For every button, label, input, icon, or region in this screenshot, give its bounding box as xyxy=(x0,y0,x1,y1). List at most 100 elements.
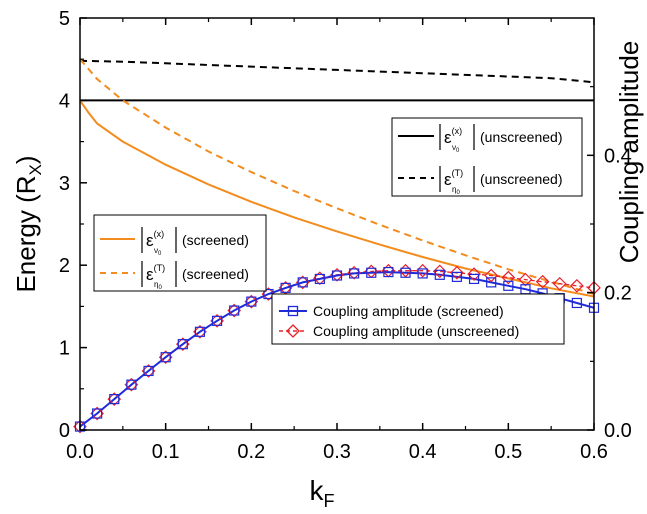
legend-screened-t-prefix: ε xyxy=(146,265,154,284)
x-axis-label-main: k xyxy=(310,475,325,506)
legend-screened-t-sub: η xyxy=(154,280,158,289)
legend-unscreened-box xyxy=(391,117,583,197)
coupling-screened-point xyxy=(297,277,308,288)
legend-screened-t-subscript: η0 xyxy=(154,280,162,291)
legend-unscreened-x-sup: (x) xyxy=(452,126,463,136)
legend-unscreened-x-text: (unscreened) xyxy=(480,129,563,145)
coupling-screened-point xyxy=(177,339,188,350)
coupling-screened-point xyxy=(331,270,343,281)
legend-screened-t-sup: (T) xyxy=(154,263,166,273)
legend-screened-x-text: (screened) xyxy=(182,232,249,248)
coupling-screened-point xyxy=(160,352,171,363)
coupling-unscreened-point xyxy=(467,267,481,281)
legend-screened: ε(x) ν0 (screened) ε(T) η0 (screened) xyxy=(93,214,267,292)
x-axis-ticks: 0.0 0.1 0.2 0.3 0.4 0.5 0.6 xyxy=(66,18,608,463)
y-axis-ticks: 0 1 2 3 4 5 xyxy=(59,8,87,442)
coupling-unscreened-point xyxy=(432,264,447,279)
x-axis-label: kF xyxy=(310,475,335,511)
y-axis-label-main: Energy (R xyxy=(11,175,41,292)
legend-screened-x-subscript: ν0 xyxy=(154,246,162,257)
y-tick-label: 2 xyxy=(59,255,70,277)
legend-unscreened-x-prefix: ε xyxy=(444,128,452,147)
y2-tick-label: 0.4 xyxy=(604,145,632,167)
legend-coupling-unscreened-text: Coupling amplitude (unscreened) xyxy=(313,323,519,339)
coupling-screened-point xyxy=(314,273,325,285)
y-tick-label: 3 xyxy=(59,173,70,195)
legend-unscreened-t-prefix: ε xyxy=(444,170,452,189)
coupling-screened-point xyxy=(417,268,428,279)
x-tick-label: 0.0 xyxy=(66,441,94,463)
legend-unscreened-t-text: (unscreened) xyxy=(480,171,563,187)
coupling-screened-point xyxy=(366,267,377,278)
coupling-screened-point xyxy=(126,379,137,390)
series-coupling-screened-line xyxy=(79,271,595,428)
series-screened-x-line xyxy=(79,99,595,298)
x-tick-label: 0.2 xyxy=(237,441,265,463)
y-axis-label-sub: X xyxy=(26,164,45,175)
coupling-screened-point xyxy=(349,268,360,279)
legend-coupling-unscreened-marker xyxy=(286,324,300,338)
coupling-screened-point xyxy=(246,296,257,307)
coupling-unscreened-point xyxy=(501,270,516,285)
y-axis-label: Energy (RX) xyxy=(11,155,45,292)
legend-unscreened-t-subscript: η0 xyxy=(452,185,460,196)
coupling-unscreened-point xyxy=(552,276,567,291)
y2-axis-ticks: 0.0 0.2 0.4 xyxy=(587,86,632,442)
legend-coupling-box xyxy=(271,293,565,345)
coupling-screened-point xyxy=(451,271,463,282)
legend-unscreened-x-subsub: 0 xyxy=(456,148,460,154)
legend-unscreened-x-subscript: ν0 xyxy=(452,143,460,154)
legend-unscreened-x-symbol: ε(x) xyxy=(444,126,462,147)
coupling-screened-point xyxy=(280,282,291,293)
y-tick-label: 0 xyxy=(59,420,70,442)
y-tick-label: 5 xyxy=(59,8,70,30)
coupling-screened-point xyxy=(383,266,394,278)
coupling-screened-point xyxy=(92,408,103,419)
plot-lines xyxy=(79,58,595,428)
x-tick-label: 0.5 xyxy=(494,441,522,463)
x-tick-label: 0.4 xyxy=(409,441,437,463)
legend-screened-box xyxy=(93,214,267,292)
legend-screened-x-prefix: ε xyxy=(146,231,154,250)
legend-screened-x-sub: ν xyxy=(154,246,158,255)
coupling-unscreened-point xyxy=(518,272,533,287)
legend-screened-x-symbol: ε(x) xyxy=(146,229,164,250)
series-unscreened-t-line xyxy=(79,59,595,84)
coupling-unscreened-point xyxy=(570,278,584,293)
y-tick-label: 4 xyxy=(59,90,70,112)
coupling-screened-point xyxy=(468,273,480,285)
coupling-screened-point xyxy=(571,297,582,309)
legend-screened-t-symbol: ε(T) xyxy=(146,263,165,284)
coupling-screened-point xyxy=(109,394,120,405)
coupling-screened-point xyxy=(211,315,223,326)
coupling-screened-point xyxy=(194,326,206,337)
series-screened-t-line xyxy=(79,58,595,295)
legend-coupling-screened-marker xyxy=(287,305,299,317)
legend-unscreened-x-sub: ν xyxy=(452,143,456,152)
x-axis-label-sub: F xyxy=(324,491,335,511)
legend-coupling: Coupling amplitude (screened) Coupling a… xyxy=(271,293,565,345)
legend-screened-x-subsub: 0 xyxy=(158,251,162,257)
plot-markers xyxy=(73,263,601,434)
x-tick-label: 0.1 xyxy=(152,441,180,463)
legend-unscreened-t-sub: η xyxy=(452,185,456,194)
coupling-screened-point xyxy=(434,269,445,280)
legend-unscreened-t-subsub: 0 xyxy=(456,190,460,196)
coupling-screened-point xyxy=(503,280,514,291)
coupling-screened-point xyxy=(486,277,497,288)
coupling-unscreened-point xyxy=(450,265,464,280)
y-tick-label: 1 xyxy=(59,338,70,360)
legend-unscreened-t-symbol: ε(T) xyxy=(444,168,463,189)
legend-unscreened: ε(x) ν0 (unscreened) ε(T) η0 (unscreened… xyxy=(391,117,583,197)
legend-unscreened-t-sup: (T) xyxy=(452,168,464,178)
x-tick-label: 0.3 xyxy=(323,441,351,463)
y-axis-label-close: ) xyxy=(11,155,41,164)
coupling-unscreened-point xyxy=(535,274,550,289)
coupling-unscreened-point xyxy=(484,268,499,283)
y2-tick-label: 0.0 xyxy=(604,420,632,442)
legend-screened-t-text: (screened) xyxy=(182,266,249,282)
x-tick-label: 0.6 xyxy=(580,441,608,463)
coupling-screened-point xyxy=(143,365,154,377)
legend-screened-x-sup: (x) xyxy=(154,229,165,239)
